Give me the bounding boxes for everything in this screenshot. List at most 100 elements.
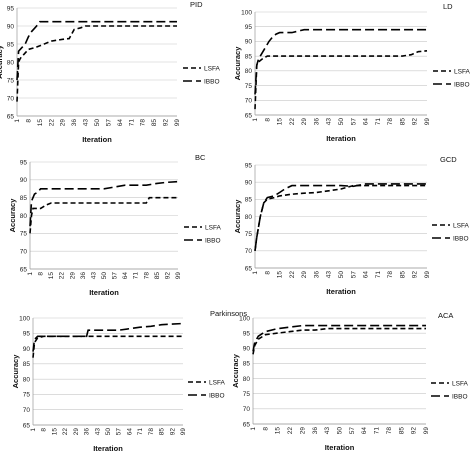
x-tick-label: 15: [48, 272, 55, 280]
y-axis-label: Accuracy: [233, 199, 242, 234]
x-axis-label: Iteration: [325, 443, 355, 452]
x-tick-label: 29: [301, 118, 308, 126]
x-tick-label: 50: [94, 119, 101, 127]
x-tick-label: 78: [148, 428, 155, 436]
y-tick-label: 90: [20, 177, 28, 184]
y-axis-label: Accuracy: [8, 198, 17, 233]
y-tick-label: 70: [243, 406, 251, 413]
legend-label: LSFA: [209, 379, 226, 386]
y-tick-label: 95: [243, 330, 251, 337]
x-tick-label: 78: [140, 119, 147, 127]
x-tick-label: 36: [80, 272, 87, 280]
x-tick-label: 36: [313, 118, 320, 126]
legend-label: LSFA: [205, 224, 222, 231]
chart-title: LD: [443, 2, 453, 11]
x-tick-label: 85: [399, 271, 406, 279]
legend-label: IBBO: [204, 78, 220, 85]
x-tick-label: 64: [363, 118, 370, 126]
y-tick-label: 95: [245, 162, 253, 169]
y-tick-label: 100: [19, 315, 30, 322]
chart-title: PID: [190, 0, 203, 9]
y-tick-label: 65: [243, 421, 251, 428]
series-line-lsfa: [16, 25, 177, 102]
y-tick-label: 90: [245, 39, 253, 46]
y-tick-label: 100: [241, 9, 252, 16]
x-tick-label: 64: [117, 119, 124, 127]
legend-label: IBBO: [209, 392, 225, 399]
x-tick-label: 8: [264, 118, 271, 122]
x-tick-label: 43: [83, 119, 90, 127]
x-tick-label: 71: [133, 272, 140, 280]
x-tick-label: 29: [60, 119, 67, 127]
series-line-ibbo: [252, 324, 426, 352]
y-tick-label: 95: [20, 159, 28, 166]
y-tick-label: 85: [243, 361, 251, 368]
x-tick-label: 71: [375, 118, 382, 126]
x-tick-label: 8: [41, 428, 48, 432]
y-tick-label: 75: [245, 83, 253, 90]
y-tick-label: 65: [23, 422, 31, 429]
x-tick-label: 99: [423, 427, 430, 435]
x-axis-label: Iteration: [82, 135, 112, 144]
y-tick-label: 65: [7, 113, 15, 120]
y-tick-label: 80: [23, 376, 31, 383]
x-tick-label: 99: [180, 428, 187, 436]
series-line-lsfa: [32, 335, 183, 358]
x-tick-label: 85: [151, 119, 158, 127]
x-tick-label: 43: [326, 118, 333, 126]
x-tick-label: 50: [101, 272, 108, 280]
x-axis-label: Iteration: [89, 288, 119, 297]
x-tick-label: 92: [163, 119, 170, 127]
x-tick-label: 78: [387, 118, 394, 126]
x-tick-label: 78: [386, 427, 393, 435]
x-tick-label: 71: [137, 428, 144, 436]
y-tick-label: 85: [7, 41, 15, 48]
x-tick-label: 64: [361, 427, 368, 435]
chart-panel: 65 70 75 80 85 90 95 1 8 15 22 29 36 43 50 57 64 71 78 85 92…: [0, 0, 221, 144]
x-tick-label: 15: [277, 118, 284, 126]
x-tick-label: 57: [112, 272, 119, 280]
legend-label: LSFA: [454, 68, 471, 75]
series-line-ibbo: [29, 180, 179, 227]
y-tick-label: 100: [239, 315, 250, 322]
x-tick-label: 71: [374, 427, 381, 435]
y-tick-label: 80: [20, 213, 28, 220]
x-tick-label: 92: [412, 118, 419, 126]
x-tick-label: 92: [169, 428, 176, 436]
y-tick-label: 80: [243, 376, 251, 383]
x-tick-label: 36: [71, 119, 78, 127]
y-axis-label: Accuracy: [233, 46, 242, 81]
x-tick-label: 57: [350, 271, 357, 279]
x-axis-label: Iteration: [326, 134, 356, 143]
x-tick-label: 8: [264, 271, 271, 275]
y-axis-label: Accuracy: [0, 44, 4, 79]
legend-label: LSFA: [453, 222, 470, 229]
y-tick-label: 65: [245, 112, 253, 119]
x-tick-label: 36: [313, 271, 320, 279]
x-tick-label: 29: [73, 428, 80, 436]
legend-label: LSFA: [204, 65, 221, 72]
x-tick-label: 92: [164, 272, 171, 280]
chart-panel: 65 70 75 80 85 90 95 100 1 8 15 22 29 36 43 50 57 64 71 78 8…: [233, 2, 471, 143]
x-tick-label: 71: [128, 119, 135, 127]
x-axis-label: Iteration: [93, 444, 123, 453]
y-tick-label: 90: [7, 23, 15, 30]
legend-label: IBBO: [205, 237, 221, 244]
y-axis-label: Accuracy: [231, 353, 240, 388]
y-tick-label: 85: [245, 53, 253, 60]
x-tick-label: 50: [337, 427, 344, 435]
x-tick-label: 22: [48, 119, 55, 127]
x-tick-label: 36: [312, 427, 319, 435]
x-tick-label: 22: [289, 118, 296, 126]
x-tick-label: 1: [27, 272, 34, 276]
x-tick-label: 29: [69, 272, 76, 280]
x-tick-label: 92: [412, 271, 419, 279]
x-tick-label: 92: [411, 427, 418, 435]
chart-title: ACA: [438, 311, 453, 320]
y-tick-label: 70: [7, 95, 15, 102]
x-tick-label: 50: [105, 428, 112, 436]
series-line-lsfa: [29, 196, 178, 234]
x-tick-label: 22: [289, 271, 296, 279]
y-tick-label: 75: [243, 391, 251, 398]
